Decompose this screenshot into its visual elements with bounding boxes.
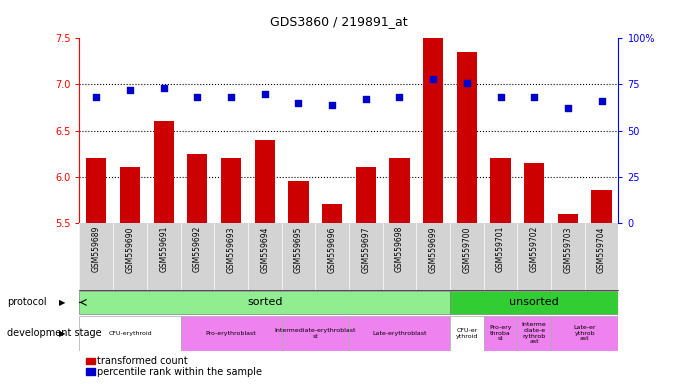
Point (259, 91, 270, 97)
Point (91, 94, 102, 101)
Text: GSM559698: GSM559698 (395, 226, 404, 273)
Bar (450, 316, 484, 351)
Text: GSM559701: GSM559701 (496, 226, 505, 273)
Text: GSM559702: GSM559702 (530, 226, 539, 273)
Bar (491, 158, 511, 223)
Text: CFU-er
ythroid: CFU-er ythroid (455, 328, 478, 339)
Text: GSM559692: GSM559692 (193, 226, 202, 273)
Text: GSM559690: GSM559690 (126, 226, 135, 273)
Bar (120, 167, 140, 223)
Text: GSM559703: GSM559703 (563, 226, 572, 273)
Text: GSM559700: GSM559700 (462, 226, 471, 273)
Text: Pro-erythroblast: Pro-erythroblast (206, 331, 256, 336)
Text: Pro-ery
throba
st: Pro-ery throba st (489, 325, 512, 341)
Bar (356, 167, 376, 223)
Text: ▶: ▶ (59, 329, 65, 338)
Text: GSM559695: GSM559695 (294, 226, 303, 273)
Text: GSM559693: GSM559693 (227, 226, 236, 273)
Bar (484, 316, 518, 351)
Bar (423, 38, 443, 223)
Point (124, 87, 135, 93)
Text: development stage: development stage (7, 328, 102, 338)
Point (529, 94, 540, 101)
Bar (180, 316, 281, 351)
Bar (349, 316, 450, 351)
Bar (389, 158, 410, 223)
Bar (591, 190, 612, 223)
Point (394, 94, 405, 101)
Point (562, 105, 574, 111)
Bar (254, 140, 275, 223)
Point (327, 102, 338, 108)
Bar (86, 158, 106, 223)
Text: ▶: ▶ (59, 298, 65, 307)
Bar (187, 154, 207, 223)
Bar (524, 163, 545, 223)
Text: Late-erythroblast: Late-erythroblast (372, 331, 427, 336)
Text: Late-er
ythrob
ast: Late-er ythrob ast (574, 325, 596, 341)
Bar (518, 316, 551, 351)
Text: GSM559697: GSM559697 (361, 226, 370, 273)
Point (293, 100, 304, 106)
Point (360, 96, 371, 102)
Text: percentile rank within the sample: percentile rank within the sample (97, 366, 263, 377)
Bar (282, 316, 349, 351)
Bar (288, 181, 308, 223)
Text: Intermediate-erythroblast
st: Intermediate-erythroblast st (274, 328, 356, 339)
Bar (558, 214, 578, 223)
Bar (457, 52, 477, 223)
Point (158, 85, 169, 91)
Point (225, 94, 236, 101)
Text: GSM559699: GSM559699 (428, 226, 437, 273)
Text: CFU-erythroid: CFU-erythroid (108, 331, 152, 336)
Bar (153, 121, 173, 223)
Text: unsorted: unsorted (509, 297, 559, 308)
Text: GSM559694: GSM559694 (261, 226, 269, 273)
Bar (322, 204, 342, 223)
Bar (221, 158, 241, 223)
Point (462, 79, 473, 86)
Point (192, 94, 203, 101)
Point (596, 98, 607, 104)
Point (495, 94, 506, 101)
Text: GSM559704: GSM559704 (597, 226, 606, 273)
Text: sorted: sorted (247, 297, 283, 308)
Text: GSM559691: GSM559691 (159, 226, 168, 273)
Text: GSM559696: GSM559696 (328, 226, 337, 273)
Bar (450, 291, 618, 314)
Text: GDS3860 / 219891_at: GDS3860 / 219891_at (269, 15, 408, 28)
Point (428, 76, 439, 82)
Text: Interme
diate-e
rythrob
ast: Interme diate-e rythrob ast (522, 322, 547, 344)
Bar (551, 316, 618, 351)
Bar (79, 291, 450, 314)
Bar (79, 316, 180, 351)
Text: protocol: protocol (7, 297, 46, 308)
Text: transformed count: transformed count (97, 356, 188, 366)
Text: GSM559689: GSM559689 (92, 226, 101, 273)
